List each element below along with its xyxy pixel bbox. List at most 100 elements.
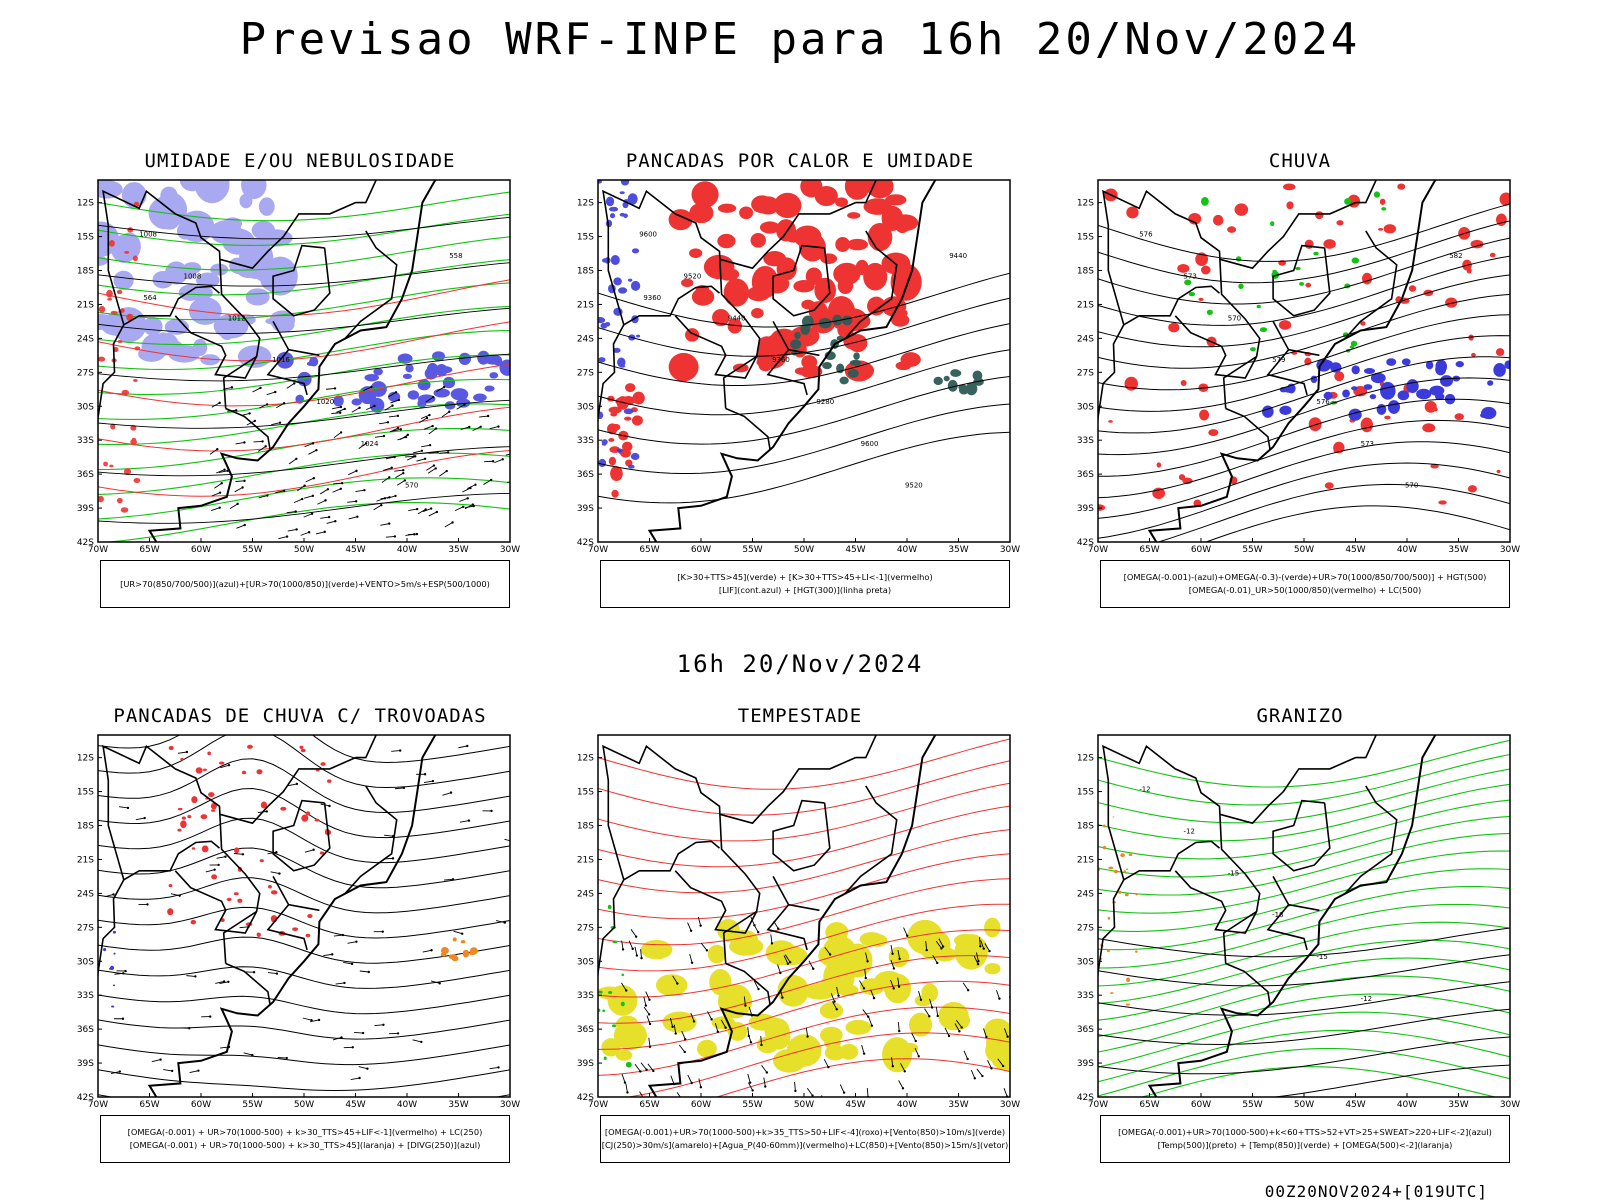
field-cell: [469, 952, 475, 955]
wind-vector-head: [467, 497, 469, 499]
wind-vector-head: [266, 403, 268, 405]
field-cell: [794, 332, 801, 339]
field-cell: [1398, 390, 1410, 400]
wind-vector-head: [416, 508, 418, 510]
wind-vector-head: [311, 513, 313, 515]
wind-vector-head: [645, 1069, 647, 1071]
field-cell: [208, 792, 214, 797]
lat-tick-label: 21S: [1077, 300, 1094, 310]
lat-tick-label: 27S: [577, 368, 594, 378]
wind-vector-head: [334, 387, 336, 389]
map-layers: -12-12-15-18-15-12: [1070, 725, 1510, 1110]
wind-vector-head: [327, 488, 329, 490]
field-cell: [132, 438, 137, 442]
lon-tick-label: 55W: [742, 545, 762, 555]
field-cell: [127, 227, 133, 232]
field-cell: [103, 462, 108, 467]
wind-vector-head: [253, 971, 255, 973]
lon-tick-label: 35W: [1448, 545, 1468, 555]
wind-vector-head: [744, 1004, 746, 1006]
field-cell: [868, 223, 893, 251]
field-cell: [595, 317, 605, 323]
wind-vector-head: [981, 1075, 983, 1077]
field-cell: [103, 948, 106, 951]
lat-tick-label: 18S: [577, 822, 594, 832]
lat-tick-label: 36S: [577, 470, 594, 480]
contour-label: -12: [1361, 995, 1372, 1003]
wind-vector-head: [433, 464, 435, 466]
wind-vector-head: [439, 982, 441, 984]
field-cell: [459, 353, 471, 365]
field-cell: [718, 204, 736, 213]
field-cell: [1374, 191, 1380, 197]
field-cell: [1456, 361, 1464, 367]
field-cell: [882, 1037, 912, 1072]
lon-tick-label: 55W: [1242, 1100, 1262, 1110]
wind-vector-head: [363, 489, 365, 491]
field-cell: [202, 845, 209, 852]
wind-vector-head: [397, 427, 399, 429]
wind-vector-head: [990, 1067, 992, 1069]
wind-vector-head: [866, 960, 868, 962]
field-cell: [316, 770, 320, 772]
lon-tick-label: 35W: [448, 1100, 468, 1110]
wind-vector-head: [380, 504, 382, 506]
contour-label: 564: [143, 294, 157, 302]
field-cell: [617, 358, 625, 368]
field-cell: [1270, 221, 1274, 226]
lon-tick-label: 60W: [1191, 1100, 1211, 1110]
wind-vector-head: [461, 933, 463, 935]
field-cell: [618, 287, 627, 293]
field-cell: [1126, 977, 1130, 982]
field-cell: [1334, 371, 1344, 381]
wind-vector-head: [891, 953, 893, 955]
lon-tick-label: 50W: [294, 545, 314, 555]
field-cell: [1468, 485, 1477, 492]
wind-vector-head: [259, 387, 261, 389]
legend-box: [K>30+TTS>45](verde) + [K>30+TTS>45+LI<-…: [600, 560, 1010, 608]
field-cell: [1135, 950, 1138, 952]
lat-tick-label: 30S: [1077, 402, 1094, 412]
field-cell: [1103, 846, 1107, 850]
lon-tick-label: 40W: [897, 1100, 917, 1110]
field-cell: [1425, 401, 1437, 413]
lon-tick-label: 65W: [639, 1100, 659, 1110]
field-cell: [113, 271, 133, 290]
lat-tick-label: 21S: [77, 300, 94, 310]
lon-tick-label: 45W: [345, 1100, 365, 1110]
wind-vector-head: [343, 982, 345, 984]
lon-tick-label: 65W: [639, 545, 659, 555]
field-cell: [320, 762, 325, 766]
wind-vector-head: [435, 427, 437, 429]
lat-tick-label: 15S: [577, 233, 594, 243]
field-cell: [1497, 470, 1501, 473]
wind-vector-head: [340, 488, 342, 490]
wind-vector-head: [639, 1070, 641, 1072]
wind-vector-head: [1006, 1036, 1008, 1038]
wind-vector-head: [515, 480, 517, 482]
field-cell: [611, 470, 620, 480]
wind-vector-head: [328, 805, 330, 807]
wind-vector-head: [1002, 1065, 1004, 1067]
field-cell: [612, 940, 617, 943]
field-cell: [247, 745, 253, 749]
field-cell: [951, 370, 961, 377]
field-cell: [432, 351, 445, 361]
field-cell: [265, 318, 277, 324]
wind-vector-head: [426, 417, 428, 419]
field-cell: [954, 934, 987, 970]
lat-tick-label: 24S: [77, 889, 94, 899]
wind-vector-head: [383, 435, 385, 437]
wind-vector-head: [403, 787, 405, 789]
lat-tick-label: 12S: [77, 199, 94, 209]
field-cell: [751, 233, 766, 248]
lat-tick-label: 24S: [577, 334, 594, 344]
field-cell: [656, 974, 688, 996]
wind-vector-head: [676, 982, 678, 984]
lat-tick-label: 27S: [77, 923, 94, 933]
wind-vector-head: [392, 857, 394, 859]
map-plot: -12-12-15-18-15-1212S15S18S21S24S27S30S3…: [1070, 725, 1530, 1125]
lat-tick-label: 12S: [1077, 754, 1094, 764]
field-cell: [692, 181, 719, 207]
